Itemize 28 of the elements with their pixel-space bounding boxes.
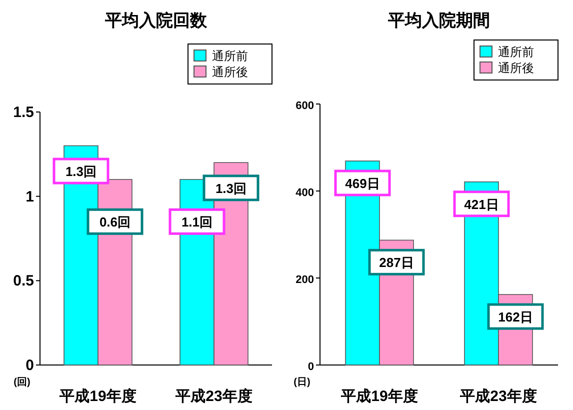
annotation: 0.6回 [99, 214, 131, 230]
y-tick-label: 1 [26, 188, 34, 206]
annotation: 1.3回 [215, 180, 247, 196]
legend-label: 通所後 [212, 65, 248, 79]
y-tick-label: 0 [308, 361, 314, 373]
chart-title: 平均入院期間 [387, 11, 490, 30]
y-axis-title: (日) [294, 377, 310, 388]
legend-label: 通所後 [498, 61, 534, 75]
legend-label: 通所前 [498, 45, 534, 59]
x-tick-label: 平成19年度 [58, 387, 136, 405]
x-tick-label: 平成23年度 [459, 387, 537, 405]
data-label: 469日 [345, 176, 380, 191]
annotation: 1.3回 [65, 164, 97, 180]
y-axis-title: (回) [14, 377, 30, 388]
x-tick-label: 平成23年度 [174, 387, 252, 405]
y-tick-label: 0 [26, 357, 34, 374]
y-tick-label: 1.5 [13, 104, 34, 121]
x-tick-label: 平成19年度 [340, 387, 418, 405]
legend-label: 通所前 [212, 49, 248, 63]
y-tick-label: 0.5 [13, 272, 34, 290]
y-tick-label: 600 [296, 100, 314, 112]
data-label: 421日 [464, 196, 499, 212]
data-label: 287日 [379, 255, 414, 270]
annotation: 1.1回 [181, 214, 213, 230]
y-tick-label: 400 [296, 187, 314, 199]
data-label: 162日 [498, 310, 533, 325]
chart-title: 平均入院回数 [104, 11, 208, 30]
y-tick-label: 200 [296, 274, 314, 286]
